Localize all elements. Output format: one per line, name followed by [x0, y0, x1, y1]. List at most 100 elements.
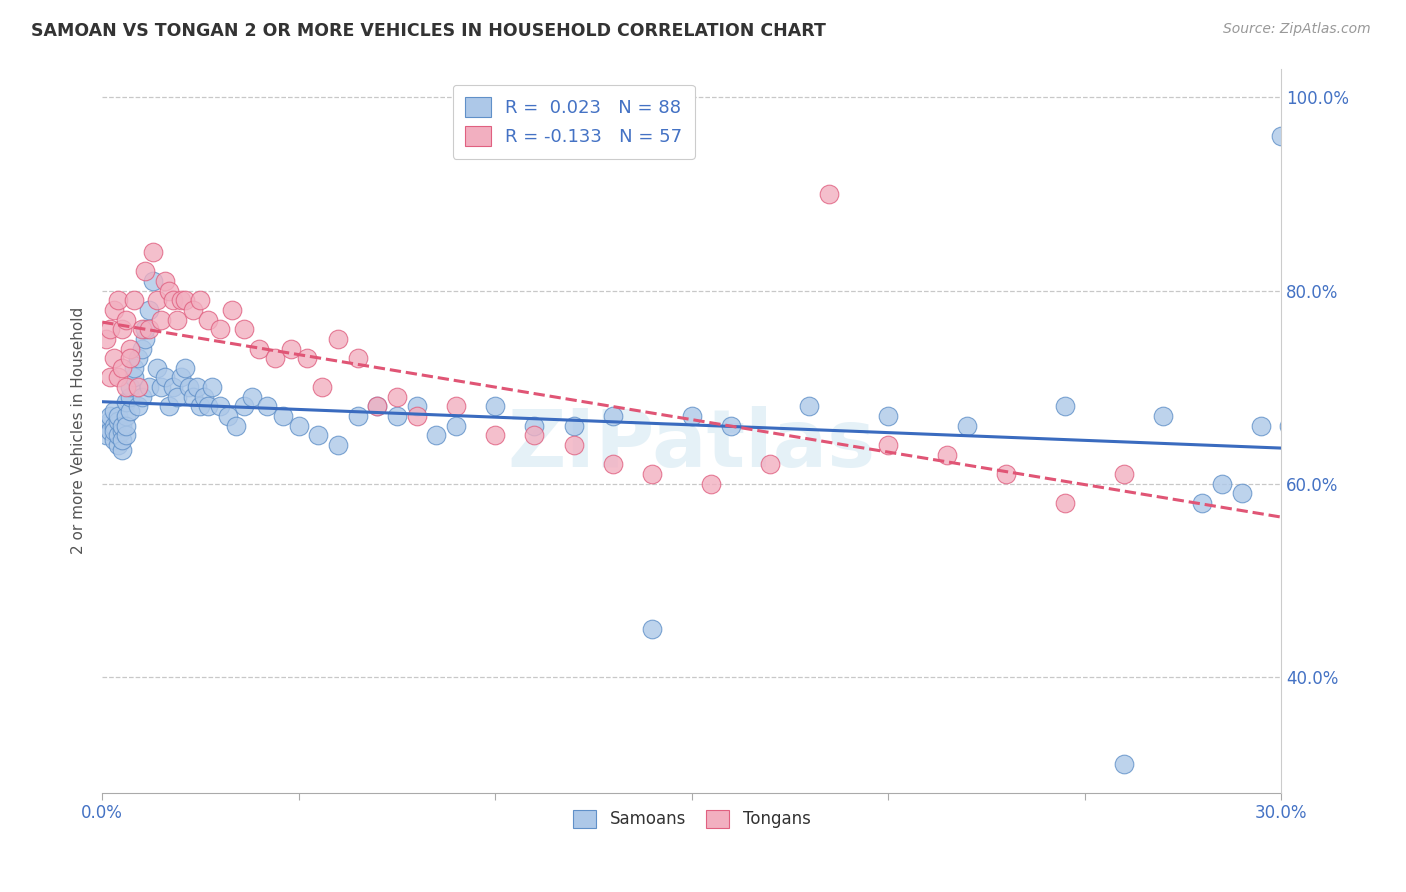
- Point: [1278, 418, 1301, 433]
- Point: [1309, 418, 1331, 433]
- Point: [134, 332, 156, 346]
- Point: [484, 400, 506, 414]
- Point: [127, 351, 149, 366]
- Point: [162, 380, 184, 394]
- Point: [193, 390, 215, 404]
- Point: [385, 390, 408, 404]
- Point: [256, 400, 278, 414]
- Point: [385, 409, 408, 423]
- Point: [107, 428, 129, 442]
- Text: ZIPatlas: ZIPatlas: [508, 406, 876, 484]
- Point: [700, 476, 723, 491]
- Point: [103, 404, 125, 418]
- Point: [107, 438, 129, 452]
- Point: [877, 438, 900, 452]
- Point: [602, 458, 624, 472]
- Point: [217, 409, 239, 423]
- Point: [118, 390, 141, 404]
- Point: [142, 274, 165, 288]
- Point: [326, 332, 349, 346]
- Point: [157, 284, 180, 298]
- Point: [142, 244, 165, 259]
- Point: [150, 312, 173, 326]
- Point: [799, 400, 821, 414]
- Point: [103, 434, 125, 448]
- Point: [562, 418, 585, 433]
- Point: [153, 274, 176, 288]
- Point: [720, 418, 742, 433]
- Point: [114, 380, 136, 394]
- Point: [346, 351, 368, 366]
- Y-axis label: 2 or more Vehicles in Household: 2 or more Vehicles in Household: [72, 307, 86, 554]
- Point: [759, 458, 782, 472]
- Text: Source: ZipAtlas.com: Source: ZipAtlas.com: [1223, 22, 1371, 37]
- Point: [346, 409, 368, 423]
- Point: [681, 409, 703, 423]
- Point: [232, 400, 254, 414]
- Point: [190, 400, 212, 414]
- Point: [94, 418, 117, 433]
- Point: [118, 380, 141, 394]
- Legend: Samoans, Tongans: Samoans, Tongans: [567, 803, 817, 835]
- Point: [264, 351, 287, 366]
- Point: [201, 380, 224, 394]
- Point: [523, 418, 546, 433]
- Point: [181, 390, 204, 404]
- Point: [146, 293, 169, 308]
- Point: [523, 428, 546, 442]
- Point: [107, 409, 129, 423]
- Point: [197, 400, 219, 414]
- Point: [181, 302, 204, 317]
- Point: [1230, 486, 1253, 500]
- Point: [405, 400, 427, 414]
- Point: [602, 409, 624, 423]
- Point: [111, 360, 134, 375]
- Point: [186, 380, 208, 394]
- Point: [114, 312, 136, 326]
- Point: [994, 467, 1017, 481]
- Point: [956, 418, 979, 433]
- Point: [134, 322, 156, 336]
- Point: [197, 312, 219, 326]
- Point: [98, 322, 121, 336]
- Point: [1112, 756, 1135, 771]
- Point: [444, 418, 467, 433]
- Point: [103, 424, 125, 438]
- Point: [366, 400, 388, 414]
- Point: [240, 390, 263, 404]
- Point: [170, 370, 193, 384]
- Point: [295, 351, 318, 366]
- Point: [1329, 424, 1351, 438]
- Point: [162, 293, 184, 308]
- Point: [307, 428, 329, 442]
- Point: [166, 390, 188, 404]
- Point: [98, 414, 121, 428]
- Point: [247, 342, 270, 356]
- Point: [818, 187, 841, 202]
- Point: [107, 414, 129, 428]
- Point: [287, 418, 309, 433]
- Point: [641, 467, 664, 481]
- Point: [146, 360, 169, 375]
- Point: [122, 360, 145, 375]
- Point: [311, 380, 333, 394]
- Point: [225, 418, 247, 433]
- Point: [127, 400, 149, 414]
- Point: [107, 293, 129, 308]
- Point: [173, 293, 195, 308]
- Point: [111, 418, 134, 433]
- Point: [150, 380, 173, 394]
- Point: [232, 322, 254, 336]
- Point: [114, 394, 136, 409]
- Point: [111, 322, 134, 336]
- Point: [157, 400, 180, 414]
- Point: [641, 622, 664, 636]
- Point: [138, 380, 160, 394]
- Point: [114, 418, 136, 433]
- Point: [118, 342, 141, 356]
- Point: [562, 438, 585, 452]
- Point: [118, 404, 141, 418]
- Point: [877, 409, 900, 423]
- Point: [221, 302, 243, 317]
- Point: [1053, 496, 1076, 510]
